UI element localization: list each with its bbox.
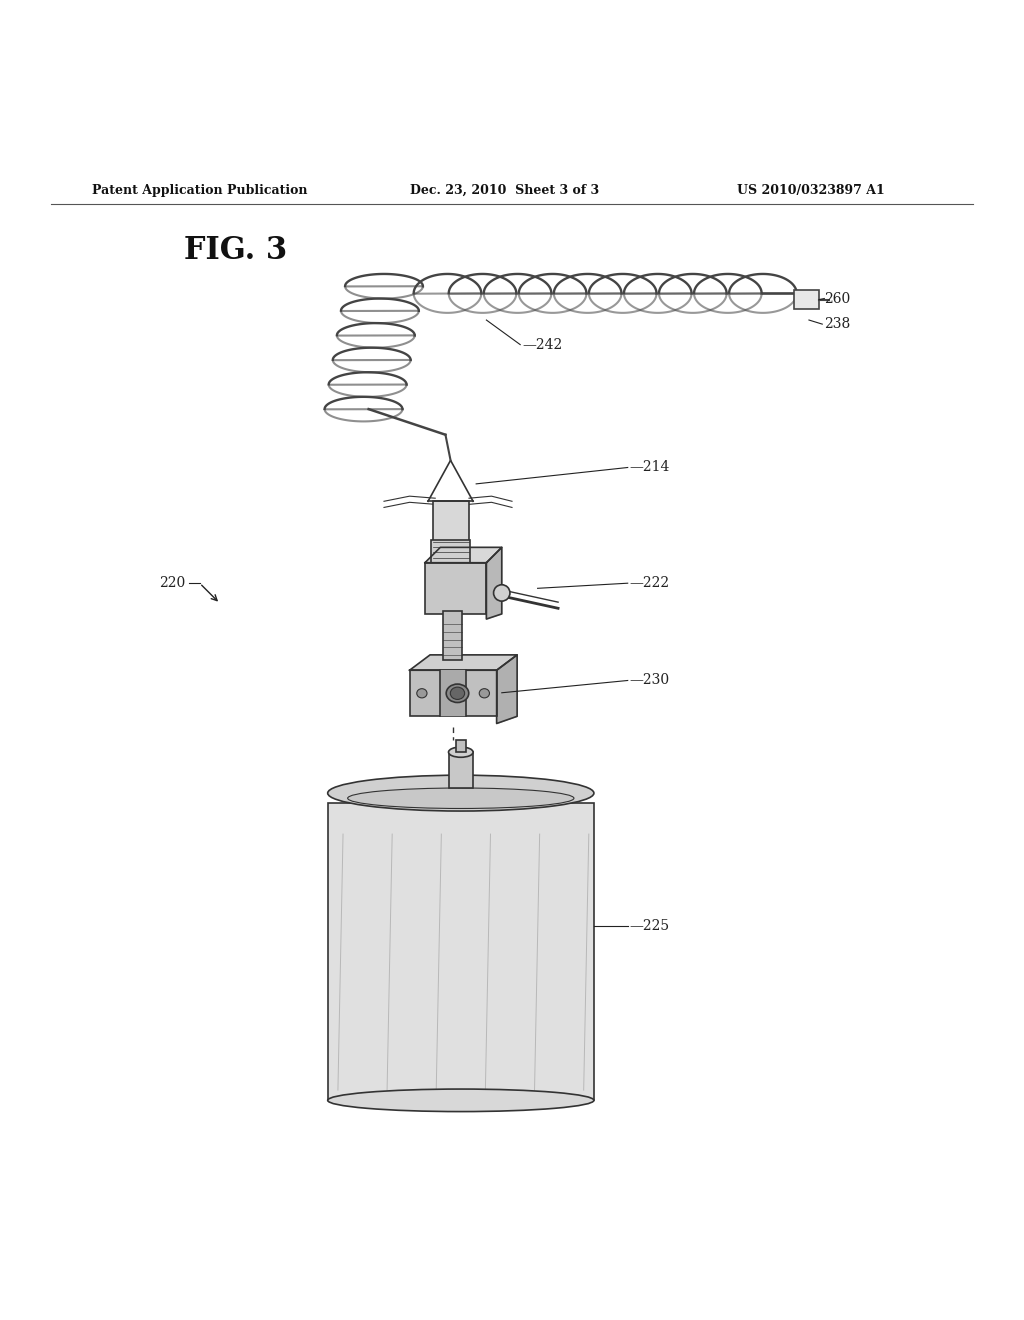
Ellipse shape [451,688,465,700]
Text: 238: 238 [824,317,851,331]
Polygon shape [497,655,517,723]
Circle shape [494,585,510,601]
FancyBboxPatch shape [410,671,497,717]
Text: 220: 220 [159,577,185,590]
FancyBboxPatch shape [433,502,469,543]
Text: —222: —222 [630,577,670,590]
FancyBboxPatch shape [456,741,466,752]
FancyBboxPatch shape [431,540,470,562]
Text: FIG. 3: FIG. 3 [184,235,288,267]
Ellipse shape [417,689,427,698]
FancyBboxPatch shape [440,671,466,717]
Text: Patent Application Publication: Patent Application Publication [92,183,307,197]
Ellipse shape [446,684,469,702]
FancyBboxPatch shape [443,611,462,660]
Text: —242: —242 [522,338,562,351]
Ellipse shape [348,788,573,808]
Text: 260: 260 [824,292,851,305]
Ellipse shape [328,1089,594,1111]
Ellipse shape [328,775,594,810]
FancyBboxPatch shape [328,804,594,1101]
Ellipse shape [449,747,473,758]
Polygon shape [425,548,502,562]
FancyBboxPatch shape [425,562,486,614]
FancyBboxPatch shape [794,290,819,309]
Text: Dec. 23, 2010  Sheet 3 of 3: Dec. 23, 2010 Sheet 3 of 3 [410,183,599,197]
Polygon shape [410,655,517,671]
Ellipse shape [479,689,489,698]
Text: US 2010/0323897 A1: US 2010/0323897 A1 [737,183,885,197]
Text: —214: —214 [630,461,670,474]
FancyBboxPatch shape [449,752,473,788]
Text: —225: —225 [630,919,670,933]
Text: —230: —230 [630,673,670,688]
Polygon shape [486,548,502,619]
